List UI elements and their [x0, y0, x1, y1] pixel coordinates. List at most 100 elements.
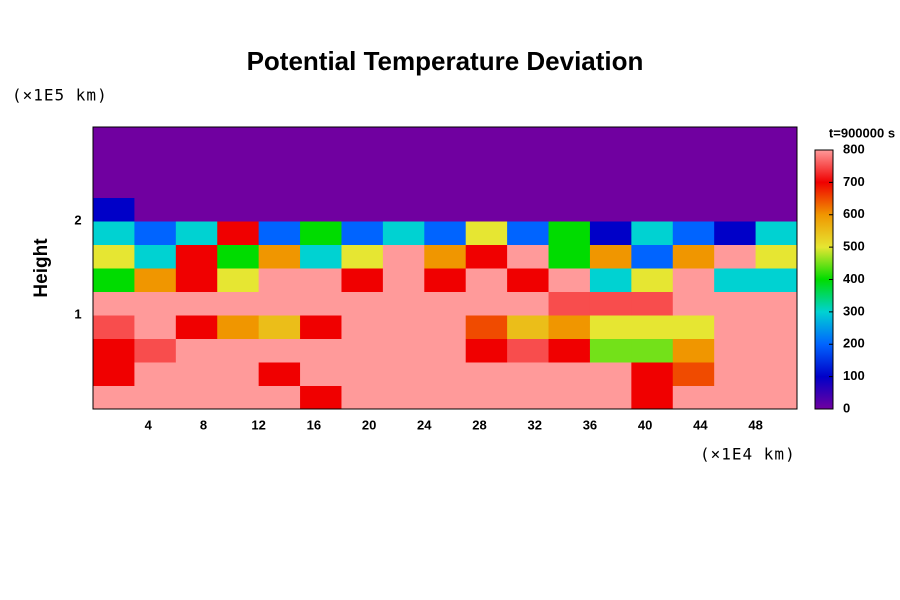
heat-cell: [548, 221, 591, 245]
heat-cell: [548, 197, 591, 222]
heat-cell: [507, 174, 550, 198]
heat-cell: [258, 291, 301, 316]
heat-cell: [341, 385, 384, 410]
colorbar-title: t=900000 s: [829, 125, 895, 140]
heat-cell: [548, 338, 591, 363]
heat-cell: [258, 362, 301, 386]
heat-cell: [217, 174, 260, 198]
heat-cell: [548, 174, 591, 198]
heat-cell: [134, 221, 177, 245]
x-tick-label: 4: [145, 417, 153, 432]
heat-cell: [258, 197, 301, 222]
heat-cell: [175, 315, 218, 339]
heat-cell: [424, 221, 467, 245]
heat-cell: [507, 268, 550, 292]
heat-cell: [714, 385, 757, 410]
heat-cell: [672, 338, 715, 363]
heat-cell: [341, 221, 384, 245]
heat-cell: [382, 127, 425, 151]
heat-cell: [548, 244, 591, 269]
heat-cell: [341, 197, 384, 222]
heat-cell: [258, 244, 301, 269]
heat-cell: [217, 150, 260, 175]
heat-cell: [589, 244, 632, 269]
heat-cell: [424, 244, 467, 269]
heat-cell: [217, 268, 260, 292]
heat-cell: [258, 315, 301, 339]
heat-cell: [134, 197, 177, 222]
heat-cell: [300, 291, 342, 316]
heat-cell: [341, 150, 384, 175]
heat-cell: [507, 197, 550, 222]
heat-cell: [217, 338, 260, 363]
heat-cell: [217, 291, 260, 316]
heat-cell: [507, 291, 550, 316]
heat-cell: [755, 362, 798, 386]
heat-cell: [465, 385, 508, 410]
x-unit: (×1E4 km): [700, 445, 796, 464]
heat-cell: [631, 315, 674, 339]
heat-cell: [714, 221, 757, 245]
heat-cell: [341, 244, 384, 269]
heat-cell: [341, 268, 384, 292]
heat-cell: [134, 127, 177, 151]
heat-cell: [631, 268, 674, 292]
heat-cell: [714, 315, 757, 339]
heat-cell: [714, 291, 757, 316]
heat-cell: [672, 244, 715, 269]
heat-cell: [714, 174, 757, 198]
heat-cell: [258, 268, 301, 292]
x-tick-label: 24: [417, 417, 432, 432]
heat-cell: [93, 315, 135, 339]
heat-cell: [424, 268, 467, 292]
heat-cell: [341, 291, 384, 316]
y-tick-label: 1: [74, 306, 81, 321]
heat-cell: [589, 291, 632, 316]
heat-cell: [672, 362, 715, 386]
heat-cell: [672, 150, 715, 175]
heat-cell: [424, 338, 467, 363]
heat-cell: [507, 338, 550, 363]
heat-cell: [134, 244, 177, 269]
heat-cell: [507, 244, 550, 269]
x-tick-label: 28: [472, 417, 486, 432]
heat-cell: [300, 268, 342, 292]
heat-cell: [341, 362, 384, 386]
x-tick-label: 44: [693, 417, 708, 432]
heat-cell: [382, 291, 425, 316]
heat-cell: [548, 291, 591, 316]
heat-cell: [300, 338, 342, 363]
heat-cell: [424, 197, 467, 222]
heat-cell: [589, 150, 632, 175]
x-tick-label: 12: [251, 417, 265, 432]
colorbar-tick-label: 600: [843, 206, 865, 221]
heat-cell: [424, 127, 467, 151]
plot-frame: [92, 126, 798, 410]
colorbar-tick-label: 400: [843, 271, 865, 286]
colorbar-tick-label: 100: [843, 368, 865, 383]
heat-cell: [300, 385, 342, 410]
heat-cell: [631, 338, 674, 363]
heat-cell: [134, 268, 177, 292]
heat-cell: [507, 385, 550, 410]
heat-cell: [93, 291, 135, 316]
heat-cell: [300, 244, 342, 269]
heat-cell: [631, 150, 674, 175]
heat-cell: [175, 338, 218, 363]
heat-cell: [258, 338, 301, 363]
colorbar-tick-label: 0: [843, 400, 850, 415]
heat-cell: [465, 244, 508, 269]
colorbar-tick-label: 800: [843, 141, 865, 156]
heat-cell: [465, 315, 508, 339]
colorbar-tick-label: 700: [843, 174, 865, 189]
heat-cell: [714, 244, 757, 269]
heat-cell: [93, 338, 135, 363]
heat-cell: [465, 362, 508, 386]
heat-cell: [300, 174, 342, 198]
heat-cell: [300, 197, 342, 222]
heat-cell: [755, 221, 798, 245]
heat-cell: [548, 315, 591, 339]
heat-cell: [672, 268, 715, 292]
heat-cell: [382, 315, 425, 339]
